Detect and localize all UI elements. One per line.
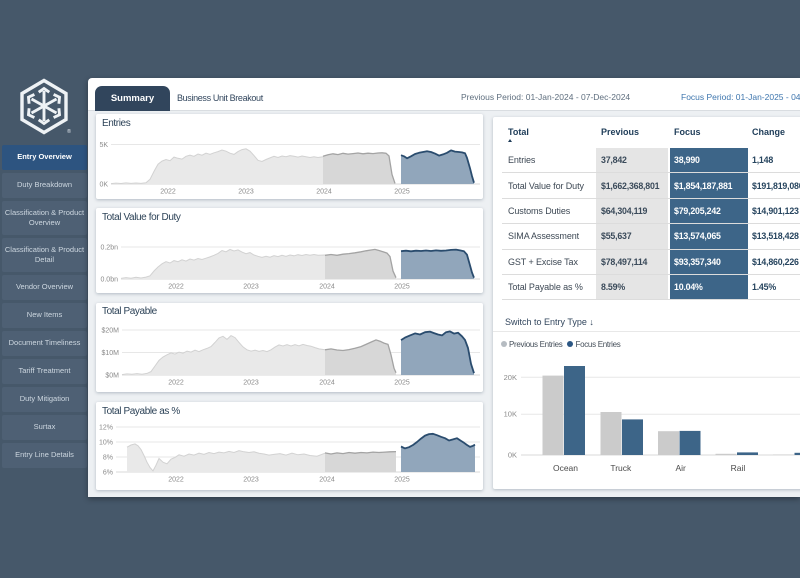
svg-text:®: ®: [67, 128, 71, 135]
